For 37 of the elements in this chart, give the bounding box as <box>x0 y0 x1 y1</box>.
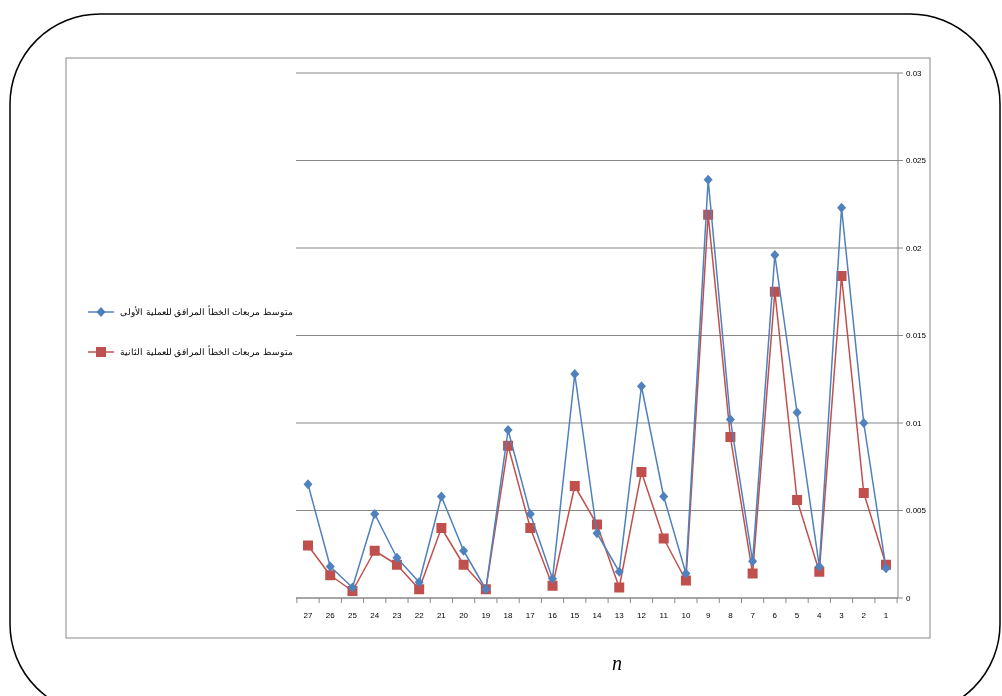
x-tick-label: 17 <box>525 611 536 620</box>
x-tick-label: 14 <box>592 611 602 620</box>
x-tick-label: 18 <box>503 611 514 620</box>
x-tick-label: 9 <box>705 611 711 620</box>
x-tick-label: 10 <box>681 611 691 620</box>
y-tick-label: 0.03 <box>906 68 923 78</box>
x-tick-label: 16 <box>548 611 558 620</box>
x-axis-title: n <box>612 652 622 674</box>
x-tick-label: 15 <box>570 611 580 620</box>
y-tick-label: 0.01 <box>906 418 923 428</box>
x-tick-label: 13 <box>614 611 625 620</box>
x-tick-label: 3 <box>839 611 845 620</box>
x-tick-label: 8 <box>728 611 734 620</box>
x-tick-label: 23 <box>392 611 402 620</box>
x-tick-label: 22 <box>414 611 425 620</box>
x-tick-label: 4 <box>817 611 823 620</box>
x-tick-label: 1 <box>883 611 889 620</box>
y-tick-label: 0.005 <box>906 506 927 516</box>
legend-label: متوسط مربعات الخطأ المرافق للعملية الأولى <box>120 305 293 319</box>
y-tick-label: 0 <box>906 593 911 603</box>
x-tick-label: 20 <box>459 611 469 620</box>
x-tick-label: 5 <box>794 611 800 620</box>
x-tick-label: 26 <box>325 611 336 620</box>
x-tick-label: 21 <box>436 611 447 620</box>
x-tick-label: 12 <box>637 611 647 620</box>
x-tick-label: 25 <box>348 611 358 620</box>
x-tick-label: 11 <box>659 611 669 620</box>
x-tick-label: 7 <box>750 611 756 620</box>
x-tick-label: 19 <box>481 611 491 620</box>
legend-label: متوسط مربعات الخطأ المرافق للعملية الثانية <box>120 345 293 359</box>
x-tick-label: 24 <box>370 611 380 620</box>
x-tick-label: 2 <box>861 611 867 620</box>
x-tick-label: 27 <box>303 611 313 620</box>
y-tick-label: 0.025 <box>906 156 927 166</box>
y-tick-label: 0.015 <box>906 331 927 341</box>
x-tick-label: 6 <box>772 611 778 620</box>
y-tick-label: 0.02 <box>906 243 923 253</box>
